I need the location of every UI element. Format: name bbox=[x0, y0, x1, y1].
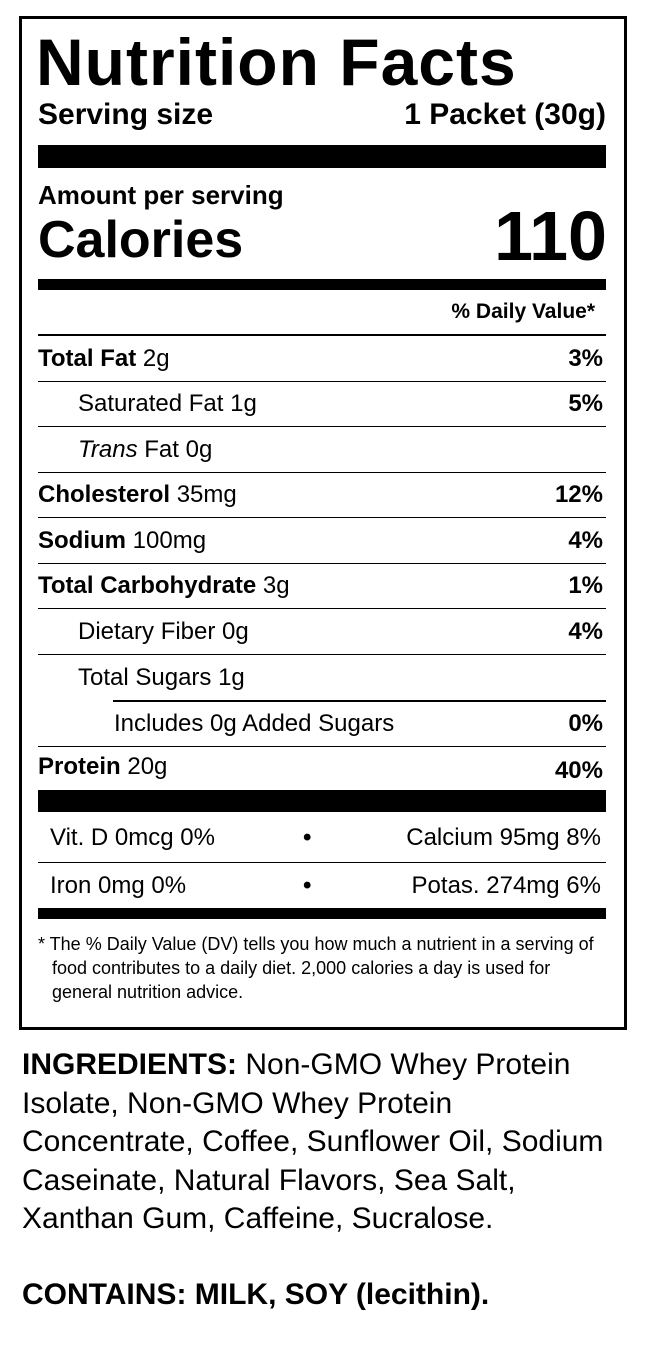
nutrient-amount: 0g bbox=[222, 617, 249, 645]
nutrient-name: Total Carbohydrate bbox=[38, 572, 257, 599]
nutrient-amount: 3g bbox=[262, 572, 290, 599]
nutrient-row: Saturated Fat 1g 5% bbox=[38, 382, 606, 427]
divider bbox=[38, 908, 606, 919]
vitamin-row: Iron 0mg 0% • Potas. 274mg 6% bbox=[38, 863, 606, 908]
nutrient-name: Cholesterol bbox=[38, 481, 171, 508]
label-border bbox=[19, 16, 627, 1030]
ingredients-label: INGREDIENTS: bbox=[22, 1048, 238, 1081]
serving-value: 1 Packet (30g) bbox=[404, 98, 606, 131]
nutrient-row: Total Carbohydrate 3g 1% bbox=[38, 564, 606, 609]
nutrient-name-italic: Trans bbox=[78, 435, 138, 463]
nutrient-amount: 1g bbox=[230, 390, 257, 417]
contains: CONTAINS: MILK, SOY (lecithin). bbox=[22, 1278, 490, 1311]
vitamin: Calcium 95mg 8% bbox=[406, 824, 601, 851]
nutrient-dv: 3% bbox=[568, 344, 603, 372]
vitamin: Vit. D 0mcg 0% bbox=[50, 824, 215, 851]
nutrient-dv: 4% bbox=[568, 526, 603, 554]
bullet: • bbox=[303, 871, 312, 899]
bullet: • bbox=[303, 824, 312, 851]
nutrient-amount: 20g bbox=[127, 753, 168, 780]
nutrient-amount: 2g bbox=[142, 344, 170, 372]
divider bbox=[113, 700, 606, 702]
nutrient-row: Total Sugars 1g bbox=[38, 655, 606, 701]
nutrient-dv: 5% bbox=[568, 390, 603, 417]
divider bbox=[38, 790, 606, 812]
vitamin: Potas. 274mg 6% bbox=[411, 871, 601, 899]
nutrient-name: Total Fat bbox=[38, 344, 137, 372]
nutrient-name: Fat bbox=[144, 435, 179, 463]
calories-label: Calories bbox=[38, 211, 244, 269]
nutrient-name: Includes 0g Added Sugars bbox=[114, 709, 395, 737]
nutrient-row: Cholesterol 35mg 12% bbox=[38, 473, 606, 518]
nutrient-name: Saturated Fat bbox=[78, 390, 224, 417]
nutrient-name: Sodium bbox=[38, 526, 126, 554]
vitamin-row: Vit. D 0mcg 0% • Calcium 95mg 8% bbox=[38, 814, 606, 863]
nutrient-row: Total Fat 2g 3% bbox=[38, 336, 606, 382]
nutrient-amount: 1g bbox=[218, 664, 245, 691]
divider bbox=[38, 145, 606, 168]
divider bbox=[38, 279, 606, 290]
nutrient-dv: 4% bbox=[568, 617, 603, 645]
amount-label: Amount per serving bbox=[38, 180, 284, 210]
nutrient-dv: 1% bbox=[568, 572, 603, 599]
nutrient-row: Includes 0g Added Sugars 0% bbox=[38, 701, 606, 747]
nutrient-row: Dietary Fiber 0g 4% bbox=[38, 609, 606, 655]
ingredients-text: Non-GMO Whey Protein Isolate, Non-GMO Wh… bbox=[22, 1048, 604, 1235]
serving-label: Serving size bbox=[38, 98, 214, 131]
nutrient-row: Sodium 100mg 4% bbox=[38, 518, 606, 564]
nutrient-amount: 35mg bbox=[176, 481, 237, 508]
nutrient-row: Protein 20g 40% bbox=[38, 747, 606, 790]
nutrient-amount: 0g bbox=[185, 435, 213, 463]
nutrient-dv: 40% bbox=[554, 757, 603, 784]
nutrient-name: Protein bbox=[38, 753, 121, 780]
nutrient-dv: 12% bbox=[554, 481, 603, 508]
nutrient-name: Dietary Fiber bbox=[78, 617, 216, 645]
nutrient-name: Total Sugars bbox=[78, 664, 212, 691]
nutrient-row: Trans Fat 0g bbox=[38, 427, 606, 473]
divider bbox=[38, 334, 606, 336]
dv-header: % Daily Value* bbox=[451, 300, 595, 323]
ingredients: INGREDIENTS: Non-GMO Whey Protein Isolat… bbox=[22, 1046, 628, 1239]
calories-value: 110 bbox=[494, 197, 607, 275]
title: Nutrition Facts bbox=[36, 25, 517, 99]
vitamin: Iron 0mg 0% bbox=[50, 871, 187, 899]
nutrient-dv: 0% bbox=[568, 709, 603, 737]
nutrient-amount: 100mg bbox=[132, 526, 207, 554]
footnote: * The % Daily Value (DV) tells you how m… bbox=[38, 934, 594, 1002]
